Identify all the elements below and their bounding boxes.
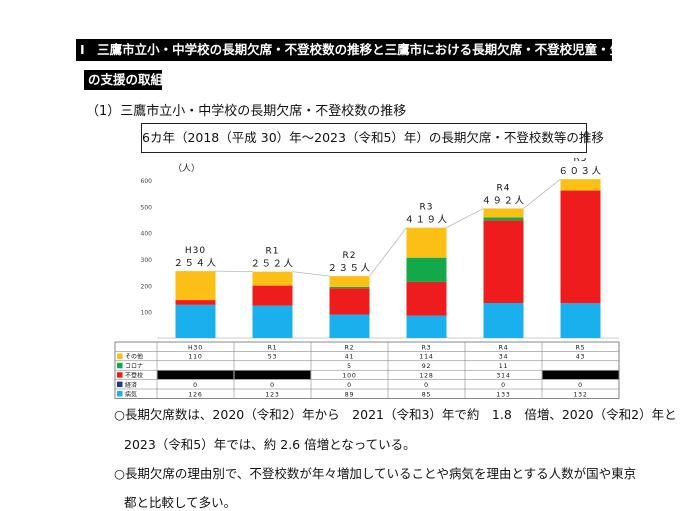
trend-line bbox=[215, 270, 253, 273]
table-cell: 0 bbox=[501, 382, 506, 389]
table-cell-blackout bbox=[542, 370, 619, 380]
bar-category-label: R4 bbox=[497, 183, 511, 193]
bar-segment bbox=[329, 288, 370, 315]
bar-segment bbox=[252, 271, 293, 286]
legend-swatch bbox=[117, 353, 123, 359]
y-axis-label: （人） bbox=[173, 163, 200, 174]
table-cell: 132 bbox=[573, 391, 587, 398]
bar-total-label: ２３５人 bbox=[327, 263, 371, 274]
table-row-label: コロナ bbox=[125, 363, 143, 370]
table-cell: 128 bbox=[419, 373, 433, 380]
table-cell: 0 bbox=[270, 382, 275, 389]
bar-segment bbox=[329, 314, 370, 338]
bar-segment bbox=[560, 179, 601, 191]
table-cell: 0 bbox=[578, 382, 583, 389]
note-line-4: 都と比較して多い。 bbox=[124, 495, 237, 510]
table-cell-blackout bbox=[157, 370, 234, 380]
table-cell: 43 bbox=[576, 354, 585, 361]
stacked-bar-chart: （人）100200300400500600H30２５４人R1２５２人R2２３５人… bbox=[114, 158, 620, 399]
table-cell-blackout bbox=[234, 370, 311, 380]
bar-total-label: ２５４人 bbox=[173, 258, 217, 269]
note-line-3: ○長期欠席の理由別で、不登校数が年々増加していることや病気を理由とする人数が国や… bbox=[114, 466, 637, 481]
bar-segment bbox=[406, 315, 447, 338]
bar-segment bbox=[483, 208, 524, 218]
trend-line bbox=[523, 178, 561, 209]
bar-segment bbox=[329, 276, 370, 287]
section-header-continued: の支援の取組 bbox=[84, 70, 163, 90]
table-cell: 123 bbox=[265, 391, 279, 398]
bar-segment bbox=[560, 303, 601, 338]
table-header-cell: R2 bbox=[345, 344, 355, 351]
table-cell: 133 bbox=[496, 391, 510, 398]
table-cell: 314 bbox=[496, 373, 510, 380]
table-row-label: 不登校 bbox=[125, 372, 143, 380]
table-cell: 110 bbox=[188, 354, 202, 361]
table-cell: 100 bbox=[342, 373, 356, 380]
bar-category-label: R5 bbox=[574, 158, 588, 164]
y-tick-label: 200 bbox=[141, 283, 153, 290]
table-cell: 85 bbox=[422, 391, 431, 398]
table-cell: 41 bbox=[345, 354, 354, 361]
table-cell: 0 bbox=[347, 382, 352, 389]
table-cell: 0 bbox=[193, 382, 198, 389]
table-header-cell: R5 bbox=[576, 344, 586, 351]
table-header-cell: R4 bbox=[499, 344, 509, 351]
bar-segment bbox=[406, 257, 447, 282]
bar-segment bbox=[175, 271, 216, 301]
bar-segment bbox=[175, 304, 216, 338]
bar-segment bbox=[483, 302, 524, 338]
table-header-cell: H30 bbox=[188, 344, 203, 351]
table-cell: 11 bbox=[499, 363, 508, 370]
y-tick-label: 100 bbox=[141, 310, 153, 317]
table-cell: 5 bbox=[347, 363, 352, 370]
table-header-cell: R3 bbox=[422, 344, 432, 351]
table-cell: 34 bbox=[499, 354, 508, 361]
table-cell: 89 bbox=[345, 391, 354, 398]
y-tick-label: 300 bbox=[141, 257, 153, 264]
legend-swatch bbox=[117, 372, 123, 378]
bar-total-label: ４９２人 bbox=[481, 195, 525, 206]
bar-segment bbox=[175, 300, 216, 305]
legend-swatch bbox=[117, 362, 123, 369]
bar-category-label: R1 bbox=[266, 247, 280, 257]
y-tick-label: 500 bbox=[141, 204, 153, 211]
bar-category-label: R3 bbox=[420, 203, 434, 213]
table-cell: 92 bbox=[422, 363, 431, 370]
note-line-1: ○長期欠席数は、2020（令和2）年から 2021（令和3）年で約 1.8 倍増… bbox=[114, 407, 677, 422]
legend-swatch bbox=[117, 391, 123, 397]
y-tick-label: 400 bbox=[141, 231, 153, 238]
bar-segment bbox=[560, 190, 601, 304]
legend-swatch bbox=[117, 381, 123, 388]
bar-segment bbox=[406, 281, 447, 316]
bar-total-label: ６０３人 bbox=[558, 166, 602, 177]
trend-line bbox=[446, 208, 484, 229]
table-header-cell: R1 bbox=[268, 344, 278, 351]
bar-segment bbox=[406, 227, 447, 258]
bar-total-label: ４１９人 bbox=[404, 215, 448, 226]
table-cell: 0 bbox=[424, 382, 429, 389]
subheading: （1）三鷹市立小・中学校の長期欠席・不登校数の推移 bbox=[86, 104, 407, 119]
bar-segment bbox=[329, 286, 370, 289]
bar-category-label: R2 bbox=[343, 251, 357, 261]
table-cell: 114 bbox=[419, 354, 433, 361]
trend-line bbox=[369, 227, 407, 277]
bar-segment bbox=[252, 285, 293, 306]
bar-segment bbox=[483, 217, 524, 221]
table-cell: 126 bbox=[188, 391, 202, 398]
section-header: Ⅰ 三鷹市立小・中学校の長期欠席・不登校数の推移と三鷹市における長期欠席・不登校… bbox=[76, 39, 612, 61]
table-cell: 53 bbox=[268, 354, 277, 361]
note-line-2: 2023（令和5）年では、約 2.6 倍増となっている。 bbox=[124, 437, 416, 452]
trend-line bbox=[292, 271, 330, 277]
y-tick-label: 600 bbox=[141, 178, 153, 185]
bar-segment bbox=[483, 220, 524, 303]
table-row-label: 病気 bbox=[125, 390, 137, 398]
chart-title: 6カ年（2018（平成 30）年〜2023（令和5）年）の長期欠席・不登校数等の… bbox=[141, 123, 604, 153]
table-row-label: その他 bbox=[125, 353, 143, 361]
table-row-label: 経済 bbox=[125, 381, 137, 389]
bar-total-label: ２５２人 bbox=[250, 259, 294, 270]
bar-segment bbox=[252, 305, 293, 338]
bar-category-label: H30 bbox=[185, 246, 206, 256]
